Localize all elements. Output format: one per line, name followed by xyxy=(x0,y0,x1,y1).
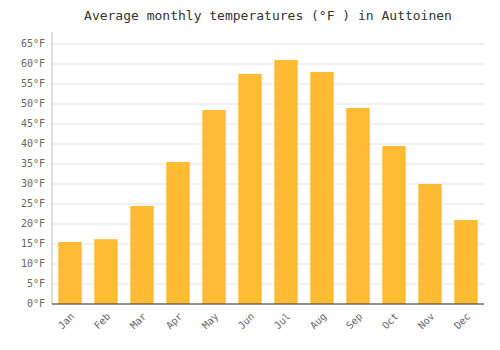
y-tick-label: 45°F xyxy=(21,118,45,129)
background xyxy=(0,0,500,350)
grid-line xyxy=(52,64,484,65)
y-axis-line xyxy=(52,32,53,304)
bar xyxy=(454,220,477,304)
bar xyxy=(166,162,189,304)
x-tick-label: Dec xyxy=(452,311,473,332)
chart-title: Average monthly temperatures (°F ) in Au… xyxy=(84,8,452,23)
page: {"chart_data": {"type": "bar", "title": … xyxy=(0,0,500,350)
y-tick-label: 65°F xyxy=(21,38,45,49)
y-tick-label: 0°F xyxy=(27,298,45,309)
chart-svg: 0°F 5°F 10°F 15°F 20°F 25°F 30°F 35°F 40°F 45°F 50… xyxy=(0,0,500,350)
x-tick-label: May xyxy=(200,311,221,332)
y-tick-label: 15°F xyxy=(21,238,45,249)
chart-container: 0°F 5°F 10°F 15°F 20°F 25°F 30°F 35°F 40°F 45°F 50… xyxy=(0,0,500,350)
x-tick-label: Jul xyxy=(272,311,293,332)
bar xyxy=(346,108,369,304)
x-tick-label: Aug xyxy=(308,311,329,332)
y-tick-label: 50°F xyxy=(21,98,45,109)
y-tick-label: 20°F xyxy=(21,218,45,229)
grid-line xyxy=(52,144,484,145)
x-tick-label: Jun xyxy=(236,311,257,332)
y-tick-label: 25°F xyxy=(21,198,45,209)
y-grid xyxy=(52,44,484,304)
x-tick-label: Nov xyxy=(416,311,437,332)
x-tick-label: Apr xyxy=(164,311,185,332)
x-tick-label: Oct xyxy=(380,311,401,332)
y-tick-label: 40°F xyxy=(21,138,45,149)
bar xyxy=(202,110,225,304)
grid-line xyxy=(52,304,484,305)
grid-line xyxy=(52,104,484,105)
bar xyxy=(238,74,261,304)
y-tick-label: 5°F xyxy=(27,278,45,289)
y-tick-label: 10°F xyxy=(21,258,45,269)
x-axis-line xyxy=(52,304,484,305)
bars xyxy=(58,60,477,304)
grid-line xyxy=(52,164,484,165)
x-tick-labels: Jan Feb Mar Apr May Jun Jul Aug Sep Oct Nov Dec xyxy=(56,311,473,332)
bar xyxy=(382,146,405,304)
x-tick-label: Feb xyxy=(92,311,113,332)
bar xyxy=(274,60,297,304)
bar xyxy=(58,242,81,304)
y-tick-label: 60°F xyxy=(21,58,45,69)
grid-line xyxy=(52,124,484,125)
bar xyxy=(418,184,441,304)
bar xyxy=(130,206,153,304)
grid-line xyxy=(52,84,484,85)
bar xyxy=(94,239,117,304)
y-tick-label: 35°F xyxy=(21,158,45,169)
y-tick-label: 55°F xyxy=(21,78,45,89)
x-tick-label: Sep xyxy=(344,311,365,332)
y-tick-labels: 0°F 5°F 10°F 15°F 20°F 25°F 30°F 35°F 40°F 45°F 50… xyxy=(21,38,45,309)
x-tick-label: Jan xyxy=(56,311,77,332)
grid-line xyxy=(52,44,484,45)
x-tick-label: Mar xyxy=(128,311,149,332)
bar xyxy=(310,72,333,304)
y-tick-label: 30°F xyxy=(21,178,45,189)
